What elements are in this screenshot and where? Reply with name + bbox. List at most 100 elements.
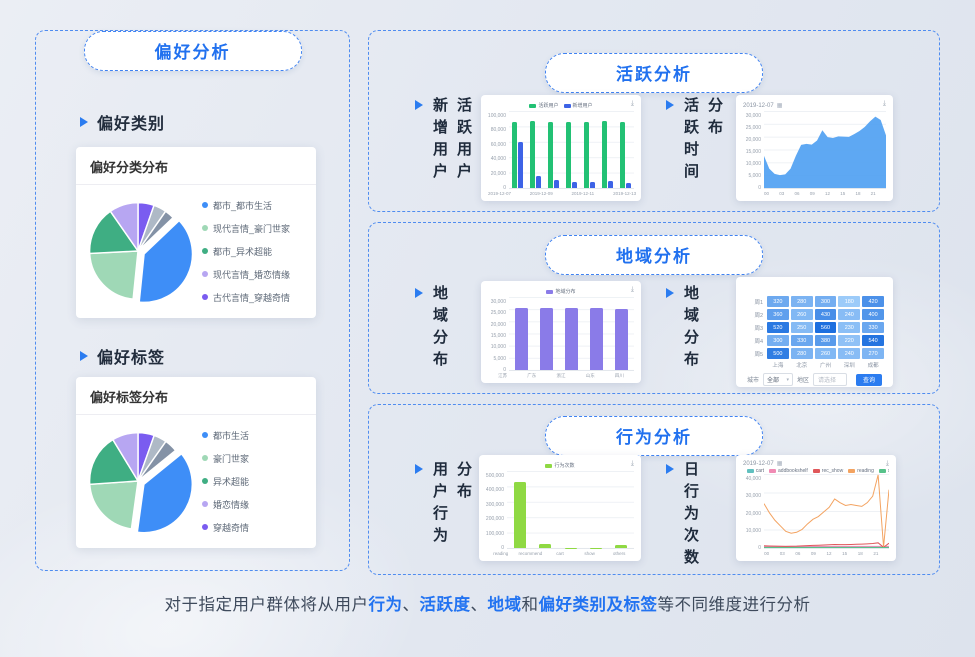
y-tick-label: 500,000 <box>485 473 504 479</box>
y-tick-label: 20,000 <box>490 170 506 177</box>
legend-swatch <box>769 469 777 473</box>
legend-item: 都市_异术超能 <box>202 245 310 258</box>
legend-dot <box>202 524 208 530</box>
heatmap-cell: 280 <box>790 348 813 359</box>
pie-slice <box>111 431 139 484</box>
heatmap-cell: 330 <box>862 322 884 333</box>
bar <box>589 182 595 188</box>
note-text: 、 <box>402 596 420 614</box>
heatmap-row-label: 周4 <box>754 338 763 345</box>
area-input[interactable]: 请选择 <box>813 373 848 386</box>
legend-dot <box>202 455 208 461</box>
download-icon[interactable]: ⤓ <box>630 286 634 293</box>
y-tick-label: 25,000 <box>490 310 506 317</box>
chart-header: 2019-12-07▦buycartaddbookshelfrec_showre… <box>743 460 889 474</box>
vertical-label: 用户行为 <box>431 461 448 549</box>
pie-legend: 都市生活 豪门世家 异术超能 婚恋情缘 穿越奇情 <box>198 429 310 534</box>
x-tick-label: 21 <box>873 551 879 556</box>
chart-legend-item[interactable]: rec_show <box>812 468 843 474</box>
bar <box>625 183 631 188</box>
y-tick-label: 100,000 <box>485 530 504 537</box>
section-preference-category: 偏好类别 <box>80 110 165 134</box>
x-tick-label: 15 <box>840 191 846 196</box>
y-tick-label: 200,000 <box>485 516 504 523</box>
legend-swatch <box>848 469 856 473</box>
heatmap-cell: 300 <box>814 296 837 307</box>
line-plot <box>764 474 889 548</box>
legend-dot <box>202 271 208 277</box>
preference-title-pill: 偏好分析 <box>83 31 302 71</box>
legend-swatch <box>545 463 553 468</box>
y-axis: 30,000 25,000 20,000 15,000 10,000 5,000 0 <box>743 113 764 191</box>
x-tick-label: 12 <box>826 551 832 556</box>
y-tick-label: 300,000 <box>485 501 504 508</box>
x-tick-label: 06 <box>795 551 801 556</box>
download-icon[interactable]: ⤓ <box>630 100 634 107</box>
y-axis: 100,000 80,000 60,000 40,000 20,000 0 <box>488 113 509 191</box>
vertical-label-columns: 日行为次数 <box>682 461 699 571</box>
chart-legend-item[interactable]: addbookshelf <box>769 468 808 474</box>
x-tick-label: reading <box>493 551 509 556</box>
plot-area <box>509 297 634 371</box>
x-tick-label: 2019-12-09 <box>529 191 553 196</box>
pie-row: 都市生活 豪门世家 异术超能 婚恋情缘 穿越奇情 <box>76 415 316 545</box>
y-tick-label: 80,000 <box>490 127 506 134</box>
chart-legend-item[interactable]: 活跃用户 <box>529 102 559 109</box>
download-icon[interactable]: ⤓ <box>630 460 634 467</box>
legend-dot <box>202 478 208 484</box>
legend-label: 现代言情_豪门世家 <box>213 223 291 234</box>
city-select[interactable]: 全部 ▾ <box>763 373 794 386</box>
download-icon[interactable]: ⤓ <box>885 460 889 467</box>
activity-title-pill: 活跃分析 <box>545 53 763 93</box>
x-tick-label: 03 <box>779 191 785 196</box>
caret-down-icon: ▾ <box>786 376 790 383</box>
vertical-label: 分布 <box>706 97 723 141</box>
chart-body: 30,000 25,000 20,000 15,000 10,000 5,000 0 <box>743 111 886 191</box>
chart-date: 2019-12-07 <box>743 460 774 467</box>
series-line <box>764 475 889 547</box>
heatmap-cell: 520 <box>767 322 789 333</box>
x-axis: 江苏 广东 浙江 山东 四川 <box>488 371 634 380</box>
panel-region: 地域分析 地域分布 地域分布 ⤓ 30,000 25,000 20,000 15,000 1… <box>368 222 940 394</box>
bar <box>601 121 607 188</box>
chart-legend-item[interactable]: 行为次数 <box>545 462 575 469</box>
y-tick-label: 15,000 <box>745 149 761 155</box>
legend-text: 行为次数 <box>554 463 575 469</box>
chart-legend-item[interactable]: reading <box>848 468 874 474</box>
legend-dot <box>202 202 208 208</box>
heatmap-cell: 400 <box>862 309 884 320</box>
calendar-icon: ▦ <box>776 461 783 467</box>
calendar-icon: ▦ <box>776 103 783 109</box>
heatmap-cell: 240 <box>838 309 861 320</box>
chart-legend-item[interactable]: share <box>878 468 889 474</box>
user-behavior-bar-chart: 行为次数 ⤓ 500,000 400,000 300,000 200,000 100,000… <box>479 455 641 561</box>
heatmap-col-label: 广州 <box>819 363 831 369</box>
x-tick-label: 09 <box>810 551 816 556</box>
chart-legend-item[interactable]: 地域分布 <box>546 288 576 295</box>
chart-legend-item[interactable]: cart <box>746 468 764 474</box>
y-tick-label: 100,000 <box>487 113 506 119</box>
bar-group <box>507 471 532 548</box>
x-tick-label: 00 <box>764 191 770 196</box>
legend-text: 活跃用户 <box>538 103 559 109</box>
chart-body: 500,000 400,000 300,000 200,000 100,000 0 <box>485 471 634 551</box>
heatmap-cell: 240 <box>838 348 861 359</box>
bar-group <box>532 471 557 548</box>
vertical-label: 地域分布 <box>682 285 699 373</box>
note-text: 、 <box>470 596 488 614</box>
y-tick-label: 30,000 <box>745 113 761 119</box>
chart-legend-item[interactable]: 新增用户 <box>563 102 593 109</box>
heatmap-row-label: 周1 <box>754 299 763 306</box>
x-tick-label: cart <box>556 551 564 556</box>
legend-dot <box>202 501 208 507</box>
heatmap-cell: 560 <box>814 322 837 333</box>
pie-slice <box>88 250 139 300</box>
panel-title: 行为分析 <box>616 428 692 447</box>
plot-area <box>507 471 634 549</box>
download-icon[interactable]: ⤓ <box>882 100 886 107</box>
x-tick-label: show <box>584 551 595 556</box>
query-button[interactable]: 查询 <box>855 373 882 386</box>
heatmap-row-label: 周2 <box>754 312 763 319</box>
y-tick-label: 0 <box>501 544 504 551</box>
